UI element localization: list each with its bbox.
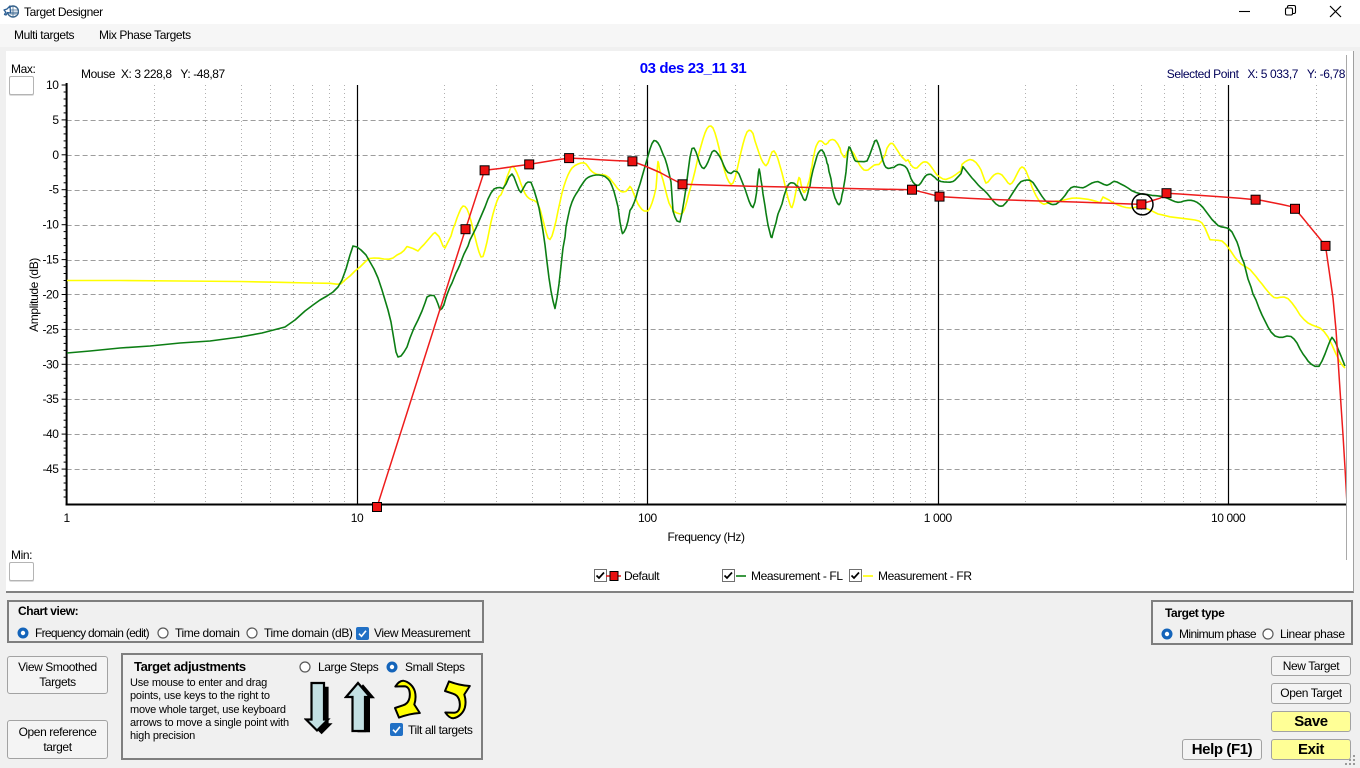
svg-text:-30: -30	[42, 357, 59, 371]
svg-text:-5: -5	[49, 183, 60, 197]
svg-text:-45: -45	[42, 462, 59, 476]
svg-text:-40: -40	[42, 427, 59, 441]
svg-text:1 000: 1 000	[924, 511, 953, 525]
svg-text:-15: -15	[42, 253, 59, 267]
svg-text:10 000: 10 000	[1211, 511, 1246, 525]
svg-text:10: 10	[351, 511, 364, 525]
svg-text:Frequency (Hz): Frequency (Hz)	[667, 530, 744, 544]
svg-text:5: 5	[52, 113, 59, 127]
svg-text:-25: -25	[42, 322, 59, 336]
svg-text:-10: -10	[42, 218, 59, 232]
svg-text:10: 10	[46, 78, 59, 92]
svg-text:-35: -35	[42, 392, 59, 406]
svg-text:-20: -20	[42, 288, 59, 302]
svg-text:1: 1	[63, 511, 70, 525]
svg-text:100: 100	[638, 511, 658, 525]
svg-text:Amplitude (dB): Amplitude (dB)	[27, 258, 41, 332]
svg-text:0: 0	[52, 148, 59, 162]
